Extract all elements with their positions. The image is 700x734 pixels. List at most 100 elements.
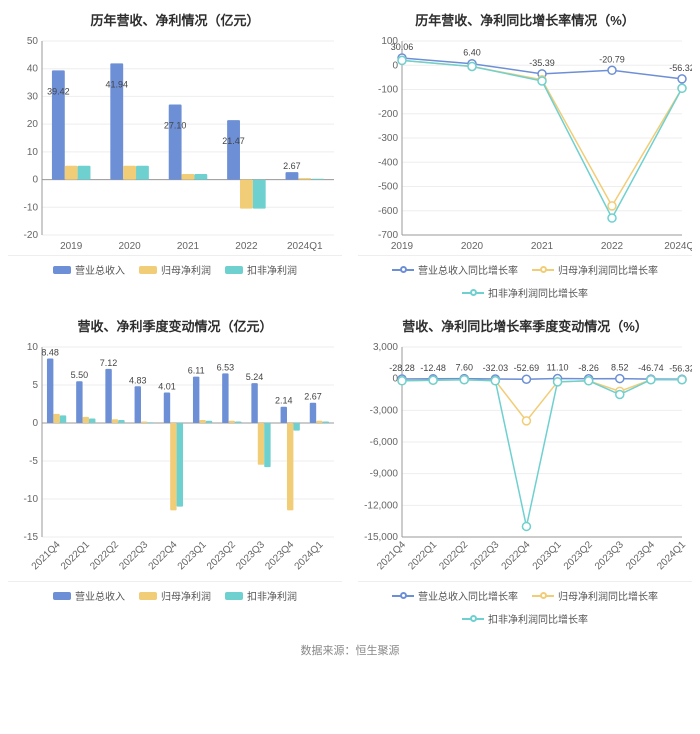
panel2-title: 历年营收、净利同比增长率情况（%）	[358, 10, 692, 29]
legend-item: 归母净利润同比增长率	[532, 262, 658, 277]
svg-text:2021Q4: 2021Q4	[30, 539, 63, 572]
legend-item: 扣非净利润	[225, 262, 297, 277]
svg-text:20: 20	[27, 119, 39, 130]
svg-text:50: 50	[27, 36, 39, 47]
svg-text:2022Q4: 2022Q4	[500, 539, 533, 572]
svg-text:-6,000: -6,000	[370, 437, 399, 448]
panel4-title: 营收、净利同比增长率季度变动情况（%）	[358, 316, 692, 335]
svg-text:2023Q4: 2023Q4	[624, 539, 657, 572]
svg-text:2.14: 2.14	[275, 396, 293, 406]
legend-item: 归母净利润同比增长率	[532, 588, 658, 603]
svg-text:-20.79: -20.79	[599, 54, 625, 64]
legend-item: 扣非净利润同比增长率	[462, 285, 588, 300]
svg-text:2022Q1: 2022Q1	[59, 539, 92, 572]
svg-text:2022Q3: 2022Q3	[117, 539, 150, 572]
svg-text:8.52: 8.52	[611, 363, 629, 373]
svg-text:4.83: 4.83	[129, 375, 147, 385]
svg-text:-46.74: -46.74	[638, 363, 664, 373]
svg-text:6.11: 6.11	[188, 366, 205, 376]
panel2-chart: -700-600-500-400-300-200-100010030.066.4…	[358, 35, 692, 256]
panel4-chart: -15,000-12,000-9,000-6,000-3,00003,000-2…	[358, 341, 692, 582]
svg-text:-20: -20	[24, 230, 39, 241]
panel3-title: 营收、净利季度变动情况（亿元）	[8, 316, 342, 335]
svg-text:4.01: 4.01	[158, 382, 176, 392]
footer-source: 数据来源：恒生聚源	[0, 632, 700, 672]
svg-text:-9,000: -9,000	[370, 469, 399, 480]
svg-text:2023Q1: 2023Q1	[531, 539, 564, 572]
svg-text:-56.32: -56.32	[669, 363, 692, 373]
svg-text:2.67: 2.67	[283, 161, 301, 171]
svg-text:-200: -200	[378, 109, 398, 120]
svg-text:-35.39: -35.39	[529, 58, 555, 68]
panel1-title: 历年营收、净利情况（亿元）	[8, 10, 342, 29]
panel-quarterly-growth: 营收、净利同比增长率季度变动情况（%） -15,000 -12,000 -9,000…	[350, 306, 700, 632]
legend-item: 归母净利润	[139, 588, 211, 603]
svg-text:-32.03: -32.03	[483, 363, 509, 373]
svg-text:2.67: 2.67	[304, 392, 322, 402]
svg-text:-10: -10	[24, 494, 39, 505]
svg-text:-300: -300	[378, 133, 398, 144]
svg-text:0: 0	[32, 418, 38, 429]
svg-text:2022Q1: 2022Q1	[406, 539, 439, 572]
svg-text:39.42: 39.42	[47, 86, 70, 96]
svg-text:2023Q3: 2023Q3	[234, 539, 267, 572]
svg-text:2020: 2020	[118, 241, 141, 252]
svg-text:2022Q2: 2022Q2	[88, 539, 121, 572]
svg-text:0: 0	[32, 175, 38, 186]
svg-text:11.10: 11.10	[547, 363, 569, 373]
svg-text:21.47: 21.47	[222, 136, 245, 146]
svg-text:7.12: 7.12	[100, 358, 118, 368]
legend-item: 营业总收入	[53, 262, 125, 277]
svg-text:-12.48: -12.48	[420, 363, 446, 373]
svg-text:-3,000: -3,000	[370, 405, 399, 416]
svg-text:5: 5	[32, 380, 38, 391]
panel2-legend: 营业总收入同比增长率归母净利润同比增长率扣非净利润同比增长率	[358, 256, 692, 302]
chart-grid: 历年营收、净利情况（亿元） -20-100102030405039.4241.9…	[0, 0, 700, 632]
svg-text:8.48: 8.48	[41, 348, 59, 358]
svg-text:3,000: 3,000	[373, 342, 398, 353]
svg-text:2020: 2020	[461, 241, 484, 252]
svg-text:30.06: 30.06	[391, 42, 414, 52]
svg-text:6.40: 6.40	[463, 48, 481, 58]
svg-text:2023Q2: 2023Q2	[562, 539, 595, 572]
svg-text:-400: -400	[378, 157, 398, 168]
svg-text:10: 10	[27, 147, 39, 158]
svg-text:7.60: 7.60	[455, 363, 473, 373]
svg-text:-700: -700	[378, 230, 398, 241]
svg-text:2021: 2021	[177, 241, 200, 252]
svg-text:2024Q1: 2024Q1	[293, 539, 326, 572]
svg-text:-12,000: -12,000	[364, 500, 398, 511]
svg-text:-52.69: -52.69	[514, 363, 540, 373]
svg-text:2023Q3: 2023Q3	[593, 539, 626, 572]
svg-text:2021: 2021	[531, 241, 554, 252]
svg-text:-500: -500	[378, 182, 398, 193]
svg-text:-15,000: -15,000	[364, 532, 398, 543]
panel3-chart: -15-10-505108.485.507.124.834.016.116.53…	[8, 341, 342, 582]
panel-annual-revenue: 历年营收、净利情况（亿元） -20 -10 0 10 20 30 40 50 39.42 41.9…	[0, 0, 350, 306]
svg-text:-100: -100	[378, 85, 398, 96]
svg-text:30: 30	[27, 91, 39, 102]
svg-text:5.50: 5.50	[71, 370, 89, 380]
svg-text:2023Q1: 2023Q1	[176, 539, 209, 572]
legend-item: 营业总收入同比增长率	[392, 262, 518, 277]
svg-text:2023Q4: 2023Q4	[263, 539, 296, 572]
svg-text:2022Q4: 2022Q4	[147, 539, 180, 572]
svg-text:2022Q2: 2022Q2	[437, 539, 470, 572]
legend-item: 归母净利润	[139, 262, 211, 277]
panel-quarterly-revenue: 营收、净利季度变动情况（亿元） -15-10-505108.485.507.12…	[0, 306, 350, 632]
legend-item: 营业总收入同比增长率	[392, 588, 518, 603]
svg-text:-600: -600	[378, 206, 398, 217]
panel4-legend: 营业总收入同比增长率归母净利润同比增长率扣非净利润同比增长率	[358, 582, 692, 628]
legend-item: 扣非净利润同比增长率	[462, 611, 588, 626]
svg-text:-10: -10	[24, 202, 39, 213]
svg-text:-56.32: -56.32	[669, 63, 692, 73]
svg-text:-8.26: -8.26	[578, 363, 599, 373]
svg-text:41.94: 41.94	[105, 79, 128, 89]
svg-text:-15: -15	[24, 532, 39, 543]
svg-text:5.24: 5.24	[246, 372, 264, 382]
svg-text:40: 40	[27, 64, 39, 75]
svg-text:2022: 2022	[235, 241, 258, 252]
svg-text:6.53: 6.53	[217, 362, 235, 372]
panel1-chart: -20-100102030405039.4241.9427.1021.472.6…	[8, 35, 342, 256]
panel-annual-growth: 历年营收、净利同比增长率情况（%） -700 -600 -500 -400 -300 -2…	[350, 0, 700, 306]
